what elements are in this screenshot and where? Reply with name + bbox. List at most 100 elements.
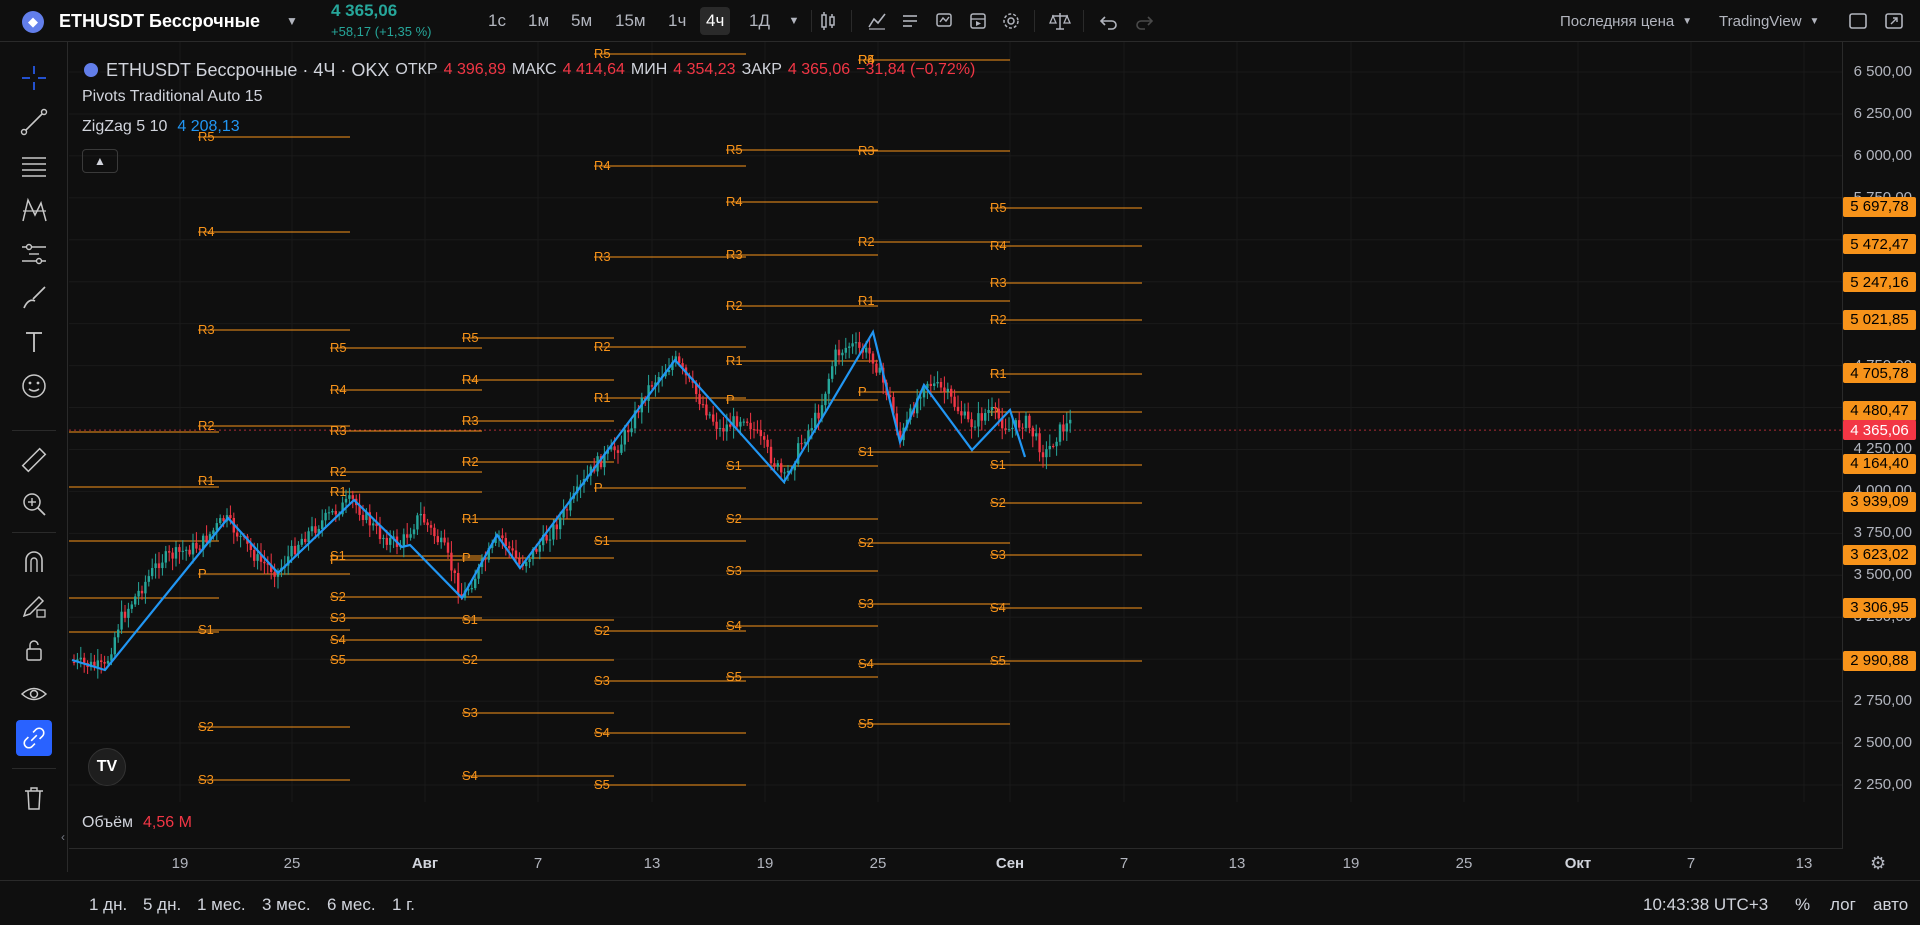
candle-body — [800, 443, 803, 445]
candles-icon[interactable] — [816, 9, 840, 33]
pattern-icon[interactable] — [16, 192, 52, 228]
candle-body — [236, 532, 239, 537]
auto-toggle[interactable]: авто — [1873, 895, 1909, 914]
candle-body — [314, 526, 317, 533]
range-1y-button[interactable]: 1 г. — [392, 895, 416, 914]
percent-toggle[interactable]: % — [1795, 895, 1811, 914]
magnet-icon[interactable] — [16, 544, 52, 580]
emoji-icon[interactable] — [16, 368, 52, 404]
scale-type-dropdown[interactable]: TradingView ▼ — [1719, 0, 1819, 42]
candle-body — [1048, 445, 1051, 450]
indicator-pivots[interactable]: Pivots Traditional Auto 15 — [82, 82, 975, 112]
volume-label: Объём — [82, 814, 133, 831]
range-6m-button[interactable]: 6 мес. — [327, 895, 376, 914]
candle-body — [637, 410, 640, 413]
legend-high-label: МАКС — [511, 61, 557, 78]
candle-body — [756, 429, 759, 431]
range-3m-button[interactable]: 3 мес. — [262, 895, 311, 914]
zoom-icon[interactable] — [16, 486, 52, 522]
timeframe-1d[interactable]: 1Д — [749, 11, 770, 30]
indicators-icon[interactable] — [865, 9, 889, 33]
timeframe-1m[interactable]: 1м — [528, 11, 550, 30]
candle-body — [474, 578, 477, 589]
chart-pane[interactable]: R5 R4 R3 R2 R1 P S1 S2 S3 R5 R4 R3 R2 R1 P S1 S2 S3 S4 S5 R5… — [69, 42, 1842, 802]
lock-icon[interactable] — [16, 632, 52, 668]
text-icon[interactable] — [16, 324, 52, 360]
crosshair-icon[interactable] — [16, 60, 52, 96]
timeframe-1s[interactable]: 1с — [488, 11, 506, 30]
candle-body — [215, 523, 218, 531]
collapse-legend-button[interactable]: ▲ — [82, 149, 118, 173]
gear-icon[interactable]: ⚙ — [1870, 853, 1887, 873]
templates-icon[interactable] — [898, 9, 922, 33]
undo-icon[interactable] — [1097, 9, 1121, 33]
pivot-label-p: P — [594, 480, 603, 495]
range-5d-button[interactable]: 5 дн. — [143, 895, 182, 914]
range-1d-button[interactable]: 1 дн. — [89, 895, 128, 914]
timeframe-15m[interactable]: 15м — [615, 11, 646, 30]
candle-body — [1004, 428, 1007, 430]
pivot-price-tag-s4: 3 306,95 — [1843, 597, 1916, 618]
candle-body — [484, 558, 487, 560]
settings-icon[interactable] — [999, 9, 1023, 33]
link-icon[interactable] — [16, 720, 52, 756]
candle-body — [372, 523, 375, 526]
compare-icon[interactable] — [1048, 9, 1072, 33]
time-label: 25 — [1455, 855, 1473, 872]
candle-body — [943, 387, 946, 392]
chart-canvas[interactable]: R5R4R3R2R1PS1S2S3R5R4R3R2R1PS1S2S3S4S5R5… — [69, 42, 1842, 802]
candle-body — [300, 538, 303, 545]
candle-body — [348, 495, 351, 499]
candle-body — [555, 524, 558, 530]
trendline-icon[interactable] — [16, 104, 52, 140]
candle-body — [96, 660, 99, 667]
candle-body — [732, 416, 735, 427]
price-type-dropdown[interactable]: Последняя цена ▼ — [1560, 0, 1692, 42]
fullscreen-icon[interactable] — [1882, 9, 1906, 33]
brush-icon[interactable] — [16, 280, 52, 316]
trash-icon[interactable] — [16, 780, 52, 816]
clock-timezone[interactable]: 10:43:38 UTC+3 — [1643, 895, 1769, 914]
timeframe-dropdown-icon[interactable]: ▼ — [788, 15, 800, 27]
candle-body — [423, 513, 426, 523]
chevron-left-icon[interactable]: ‹ — [61, 830, 65, 844]
candle-body — [1055, 441, 1058, 447]
indicator-zigzag[interactable]: ZigZag 5 10 4 208,13 — [82, 112, 975, 142]
price-scale[interactable]: 6 500,006 250,006 000,005 750,005 500,00… — [1842, 42, 1920, 849]
legend-symbol-title[interactable]: ETHUSDT Бессрочные · 4Ч · OKX — [106, 59, 390, 80]
candle-body — [259, 554, 263, 562]
pivot-price-tag-p: 4 480,47 — [1843, 400, 1916, 421]
candle-body — [134, 596, 137, 605]
pivot-label-r4: R4 — [990, 238, 1007, 253]
eye-icon[interactable] — [16, 676, 52, 712]
symbol-search-button[interactable]: ETHUSDT Бессрочные — [59, 10, 260, 31]
candle-body — [977, 413, 980, 427]
fib-icon[interactable] — [16, 148, 52, 184]
timeframe-1h[interactable]: 1ч — [668, 11, 687, 30]
pivot-label-r3: R3 — [594, 249, 611, 264]
chevron-down-icon[interactable]: ▼ — [286, 14, 298, 28]
timeframe-5m[interactable]: 5м — [571, 11, 593, 30]
log-toggle[interactable]: лог — [1830, 895, 1856, 914]
redo-icon[interactable] — [1132, 9, 1156, 33]
time-axis[interactable]: 19 25 Авг 7 13 19 25 Сен 7 13 19 25 Окт 7 13 — [69, 848, 1842, 878]
candle-body — [123, 611, 127, 618]
timeframe-4h[interactable]: 4ч — [700, 7, 731, 35]
range-1m-button[interactable]: 1 мес. — [197, 895, 246, 914]
candle-body — [389, 537, 392, 545]
pivot-label-s2: S2 — [198, 719, 214, 734]
time-label: 13 — [1228, 855, 1246, 872]
layout-icon[interactable] — [1846, 9, 1870, 33]
replay-icon[interactable] — [966, 9, 990, 33]
pivot-label-r5: R5 — [462, 330, 479, 345]
tradingview-logo-icon[interactable]: TV — [88, 748, 126, 786]
prediction-icon[interactable] — [16, 236, 52, 272]
lock-draw-icon[interactable] — [16, 588, 52, 624]
price-tick: 3 500,00 — [1853, 566, 1912, 584]
ruler-icon[interactable] — [16, 442, 52, 478]
time-label: 19 — [756, 855, 774, 872]
alert-icon[interactable] — [932, 9, 956, 33]
candle-body — [1058, 424, 1062, 442]
candle-body — [831, 366, 834, 379]
candle-body — [627, 430, 630, 433]
